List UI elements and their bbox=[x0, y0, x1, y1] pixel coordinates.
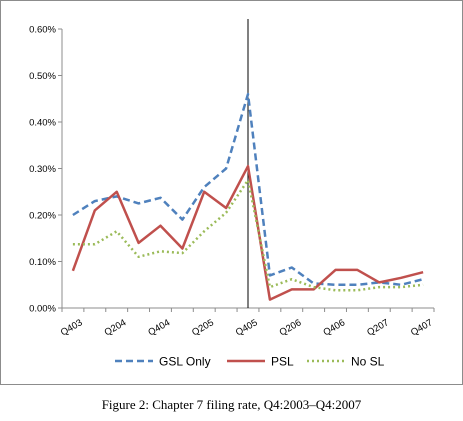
x-tick-label: Q403 bbox=[59, 317, 85, 338]
legend-label-psl: PSL bbox=[271, 355, 294, 369]
x-tick-label: Q207 bbox=[365, 317, 391, 338]
axes: 0.00% 0.10% 0.20% 0.30% 0.40% 0.50% 0.60% Q403 Q… bbox=[29, 19, 435, 338]
x-tick-label: Q405 bbox=[234, 317, 260, 338]
x-tick-label: Q205 bbox=[190, 317, 216, 338]
x-tick-label: Q204 bbox=[103, 317, 129, 338]
series-line-no-sl bbox=[72, 178, 424, 292]
x-tick-label: Q406 bbox=[321, 317, 347, 338]
legend-label-gsl-only: GSL Only bbox=[159, 355, 211, 369]
y-tick-label: 0.40% bbox=[29, 118, 56, 129]
y-tick-label: 0.50% bbox=[29, 71, 56, 82]
y-tick-label: 0.20% bbox=[29, 211, 56, 222]
legend-label-no-sl: No SL bbox=[351, 355, 385, 369]
line-chart: 0.00% 0.10% 0.20% 0.30% 0.40% 0.50% 0.60% Q403 Q… bbox=[29, 19, 435, 369]
y-tick-label: 0.00% bbox=[29, 304, 56, 315]
series-line-psl bbox=[71, 164, 424, 301]
series-lines bbox=[71, 92, 424, 301]
chart-frame: 0.00% 0.10% 0.20% 0.30% 0.40% 0.50% 0.60% Q403 Q… bbox=[0, 0, 463, 385]
y-tick-label: 0.30% bbox=[29, 164, 56, 175]
legend: GSL Only PSL No SL bbox=[115, 355, 385, 369]
x-tick-label: Q407 bbox=[409, 317, 435, 338]
x-tick-label: Q206 bbox=[278, 317, 304, 338]
y-tick-label: 0.10% bbox=[29, 257, 56, 268]
series-line-gsl-only bbox=[72, 92, 424, 287]
y-tick-label: 0.60% bbox=[29, 25, 56, 36]
x-tick-label: Q404 bbox=[146, 317, 172, 338]
figure-caption: Figure 2: Chapter 7 filing rate, Q4:2003… bbox=[101, 397, 362, 412]
